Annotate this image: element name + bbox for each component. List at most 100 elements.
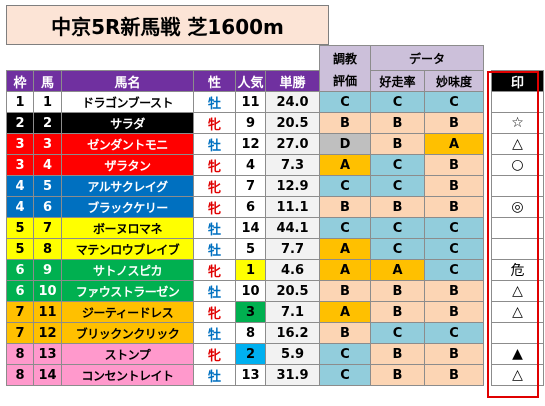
ninki-cell: 1: [235, 259, 266, 281]
mark-cell: [491, 322, 544, 344]
horse-name-cell: ドラゴンブースト: [61, 91, 194, 113]
sex-cell: 牡: [193, 280, 236, 302]
table-row: 6 9 サトノスピカ牝 1 4.6 A A C 危: [6, 259, 544, 281]
waku-cell: 4: [6, 196, 34, 218]
kosoritsu-cell: C: [370, 175, 425, 197]
header-ninki: 人気: [235, 70, 266, 92]
mark-cell: ▲: [491, 343, 544, 365]
mark-cell: ☆: [491, 112, 544, 134]
kosoritsu-cell: C: [370, 238, 425, 260]
eval-cell: B: [319, 196, 371, 218]
sex-cell: 牝: [193, 343, 236, 365]
odds-cell: 7.1: [265, 301, 320, 323]
mark-cell: △: [491, 301, 544, 323]
uma-cell: 5: [33, 175, 62, 197]
gap-cell: [483, 112, 492, 134]
sex-cell: 牡: [193, 322, 236, 344]
horse-name-cell: ファウストラーゼン: [61, 280, 194, 302]
sex-cell: 牡: [193, 364, 236, 386]
uma-cell: 11: [33, 301, 62, 323]
mimido-cell: C: [424, 322, 484, 344]
kosoritsu-cell: B: [370, 364, 425, 386]
uma-cell: 3: [33, 133, 62, 155]
kosoritsu-cell: C: [370, 322, 425, 344]
header-name: 馬名: [61, 70, 194, 92]
eval-cell: B: [319, 280, 371, 302]
waku-cell: 2: [6, 112, 34, 134]
waku-cell: 7: [6, 301, 34, 323]
header-mark: 印: [491, 70, 544, 92]
uma-cell: 13: [33, 343, 62, 365]
header-mimido: 妙味度: [424, 70, 484, 92]
mimido-cell: A: [424, 133, 484, 155]
race-table: 調教 データ 枠 馬 馬名 性 人気 単勝 評価 好走率 妙味度 印 1 1 ドラゴ…: [6, 45, 544, 386]
gap-cell: [483, 238, 492, 260]
header-spacer-right: [483, 45, 544, 71]
eval-cell: A: [319, 301, 371, 323]
kosoritsu-cell: B: [370, 280, 425, 302]
waku-cell: 4: [6, 175, 34, 197]
gap-cell: [483, 280, 492, 302]
gap-cell: [483, 175, 492, 197]
kosoritsu-cell: C: [370, 91, 425, 113]
gap-cell: [483, 364, 492, 386]
table-row: 4 5 アルサクレイグ牝 7 12.9 C C B: [6, 175, 544, 197]
header-row-top: 調教 データ: [6, 45, 544, 71]
mark-cell: [491, 238, 544, 260]
odds-cell: 16.2: [265, 322, 320, 344]
sex-cell: 牡: [193, 217, 236, 239]
ninki-cell: 8: [235, 322, 266, 344]
eval-cell: B: [319, 112, 371, 134]
mark-cell: [491, 175, 544, 197]
gap-cell: [483, 301, 492, 323]
ninki-cell: 2: [235, 343, 266, 365]
mimido-cell: C: [424, 91, 484, 113]
waku-cell: 5: [6, 217, 34, 239]
eval-cell: A: [319, 259, 371, 281]
ninki-cell: 3: [235, 301, 266, 323]
eval-cell: C: [319, 217, 371, 239]
header-gap: [483, 70, 492, 92]
uma-cell: 6: [33, 196, 62, 218]
waku-cell: 8: [6, 343, 34, 365]
uma-cell: 2: [33, 112, 62, 134]
waku-cell: 5: [6, 238, 34, 260]
mark-cell: [491, 217, 544, 239]
table-row: 7 11 ジーティードレス牝 3 7.1 A B B △: [6, 301, 544, 323]
header-spacer: [6, 45, 320, 71]
sex-cell: 牝: [193, 196, 236, 218]
sex-cell: 牝: [193, 175, 236, 197]
mark-cell: △: [491, 364, 544, 386]
uma-cell: 9: [33, 259, 62, 281]
ninki-cell: 13: [235, 364, 266, 386]
kosoritsu-cell: B: [370, 343, 425, 365]
horse-name-cell: ジーティードレス: [61, 301, 194, 323]
header-eval-top: 調教: [319, 45, 371, 71]
header-row: 枠 馬 馬名 性 人気 単勝 評価 好走率 妙味度 印: [6, 70, 544, 92]
gap-cell: [483, 196, 492, 218]
table-row: 2 2 サラダ牝 9 20.5 B B B ☆: [6, 112, 544, 134]
sex-cell: 牡: [193, 91, 236, 113]
header-eval-bottom: 評価: [319, 70, 371, 92]
waku-cell: 6: [6, 259, 34, 281]
mimido-cell: B: [424, 364, 484, 386]
eval-cell: A: [319, 238, 371, 260]
odds-cell: 7.3: [265, 154, 320, 176]
mimido-cell: B: [424, 301, 484, 323]
horse-name-cell: アルサクレイグ: [61, 175, 194, 197]
odds-cell: 24.0: [265, 91, 320, 113]
eval-cell: C: [319, 343, 371, 365]
odds-cell: 31.9: [265, 364, 320, 386]
table-row: 7 12 ブリックンクリック牡 8 16.2 B C C: [6, 322, 544, 344]
table-row: 4 6 ブラックケリー牝 6 11.1 B B B ◎: [6, 196, 544, 218]
header-tansho: 単勝: [265, 70, 320, 92]
ninki-cell: 14: [235, 217, 266, 239]
table-row: 6 10 ファウストラーゼン牡 10 20.5 B B B △: [6, 280, 544, 302]
horse-name-cell: ストンプ: [61, 343, 194, 365]
table-row: 3 3 ゼンダントモニ牡 12 27.0 D B A △: [6, 133, 544, 155]
odds-cell: 4.6: [265, 259, 320, 281]
uma-cell: 8: [33, 238, 62, 260]
mimido-cell: B: [424, 196, 484, 218]
horse-name-cell: ボーヌロマネ: [61, 217, 194, 239]
odds-cell: 5.9: [265, 343, 320, 365]
